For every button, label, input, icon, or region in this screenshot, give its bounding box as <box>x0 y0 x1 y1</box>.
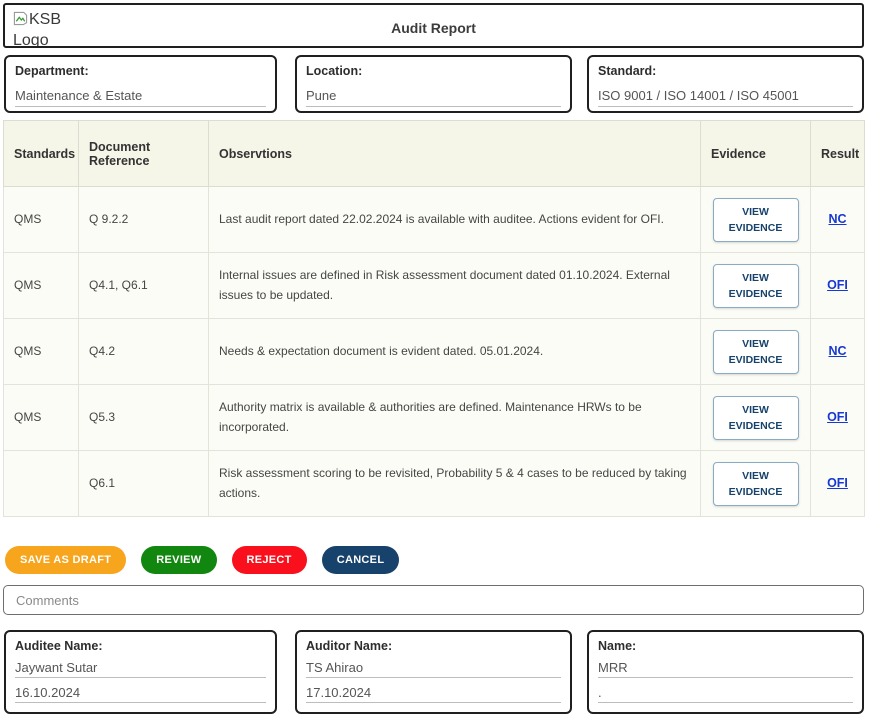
col-header-evidence: Evidence <box>700 120 811 187</box>
cell-standard: QMS <box>3 318 79 385</box>
cell-evidence: VIEW EVIDENCE <box>700 252 811 319</box>
col-header-document-reference: Document Reference <box>78 120 209 187</box>
name-signature-box: Name: MRR . <box>587 630 864 714</box>
standard-field-box: Standard: ISO 9001 / ISO 14001 / ISO 450… <box>587 55 864 113</box>
cell-observation: Risk assessment scoring to be revisited,… <box>208 450 701 517</box>
comments-input[interactable] <box>3 585 864 615</box>
cell-standard: QMS <box>3 384 79 451</box>
col-header-result: Result <box>810 120 865 187</box>
auditor-date-input[interactable]: 17.10.2024 <box>306 685 561 703</box>
location-input[interactable]: Pune <box>306 88 561 107</box>
cell-document-reference: Q5.3 <box>78 384 209 451</box>
table-row: Q6.1 Risk assessment scoring to be revisi… <box>3 450 865 517</box>
auditee-date-input[interactable]: 16.10.2024 <box>15 685 266 703</box>
cell-evidence: VIEW EVIDENCE <box>700 186 811 253</box>
auditee-name-input[interactable]: Jaywant Sutar <box>15 660 266 678</box>
view-evidence-button[interactable]: VIEW EVIDENCE <box>712 263 799 308</box>
cell-evidence: VIEW EVIDENCE <box>700 450 811 517</box>
audit-observations-table: Standards Document Reference Observtions… <box>3 120 865 517</box>
cell-document-reference: Q6.1 <box>78 450 209 517</box>
cell-observation: Needs & expectation document is evident … <box>208 318 701 385</box>
action-buttons: SAVE AS DRAFT REVIEW REJECT CANCEL <box>5 546 400 574</box>
report-header: Audit Report KSB Logo <box>3 3 864 48</box>
department-field-box: Department: Maintenance & Estate <box>4 55 277 113</box>
table-row: QMS Q4.1, Q6.1 Internal issues are defined… <box>3 252 865 319</box>
save-as-draft-button[interactable]: SAVE AS DRAFT <box>5 546 127 574</box>
cell-standard: QMS <box>3 252 79 319</box>
department-input[interactable]: Maintenance & Estate <box>15 88 266 107</box>
col-header-observations: Observtions <box>208 120 701 187</box>
table-header-row: Standards Document Reference Observtions… <box>3 120 865 187</box>
result-link[interactable]: NC <box>828 212 847 227</box>
broken-image-icon <box>13 11 28 26</box>
col-header-standards: Standards <box>3 120 79 187</box>
name-date-input[interactable]: . <box>598 685 853 703</box>
cell-result: OFI <box>810 252 865 319</box>
cell-document-reference: Q 9.2.2 <box>78 186 209 253</box>
cell-result: NC <box>810 186 865 253</box>
broken-logo-image: KSB Logo <box>13 9 71 48</box>
cell-evidence: VIEW EVIDENCE <box>700 318 811 385</box>
auditee-signature-box: Auditee Name: Jaywant Sutar 16.10.2024 <box>4 630 277 714</box>
cell-observation: Last audit report dated 22.02.2024 is av… <box>208 186 701 253</box>
name-input[interactable]: MRR <box>598 660 853 678</box>
table-row: QMS Q 9.2.2 Last audit report dated 22.02.… <box>3 186 865 253</box>
cell-result: NC <box>810 318 865 385</box>
page-title: Audit Report <box>391 19 476 36</box>
auditor-signature-box: Auditor Name: TS Ahirao 17.10.2024 <box>295 630 572 714</box>
standard-label: Standard: <box>598 64 657 78</box>
result-link[interactable]: OFI <box>827 410 848 425</box>
cell-standard <box>3 450 79 517</box>
cell-observation: Authority matrix is available & authorit… <box>208 384 701 451</box>
name-label: Name: <box>598 639 637 653</box>
logo-alt-text: KSB Logo <box>13 11 62 48</box>
cell-document-reference: Q4.2 <box>78 318 209 385</box>
cell-result: OFI <box>810 384 865 451</box>
view-evidence-button[interactable]: VIEW EVIDENCE <box>712 329 799 374</box>
review-button[interactable]: REVIEW <box>141 546 217 574</box>
result-link[interactable]: NC <box>828 344 847 359</box>
result-link[interactable]: OFI <box>827 476 848 491</box>
location-label: Location: <box>306 64 363 78</box>
standard-input[interactable]: ISO 9001 / ISO 14001 / ISO 45001 <box>598 88 853 107</box>
result-link[interactable]: OFI <box>827 278 848 293</box>
cell-result: OFI <box>810 450 865 517</box>
table-body: QMS Q 9.2.2 Last audit report dated 22.02.… <box>3 186 865 517</box>
table-row: QMS Q5.3 Authority matrix is available & a… <box>3 384 865 451</box>
cell-document-reference: Q4.1, Q6.1 <box>78 252 209 319</box>
department-label: Department: <box>15 64 89 78</box>
view-evidence-button[interactable]: VIEW EVIDENCE <box>712 461 799 506</box>
auditor-name-label: Auditor Name: <box>306 639 393 653</box>
auditee-name-label: Auditee Name: <box>15 639 103 653</box>
location-field-box: Location: Pune <box>295 55 572 113</box>
reject-button[interactable]: REJECT <box>231 546 307 574</box>
cancel-button[interactable]: CANCEL <box>321 546 400 574</box>
cell-standard: QMS <box>3 186 79 253</box>
view-evidence-button[interactable]: VIEW EVIDENCE <box>712 197 799 242</box>
view-evidence-button[interactable]: VIEW EVIDENCE <box>712 395 799 440</box>
auditor-name-input[interactable]: TS Ahirao <box>306 660 561 678</box>
cell-evidence: VIEW EVIDENCE <box>700 384 811 451</box>
cell-observation: Internal issues are defined in Risk asse… <box>208 252 701 319</box>
table-row: QMS Q4.2 Needs & expectation document is e… <box>3 318 865 385</box>
